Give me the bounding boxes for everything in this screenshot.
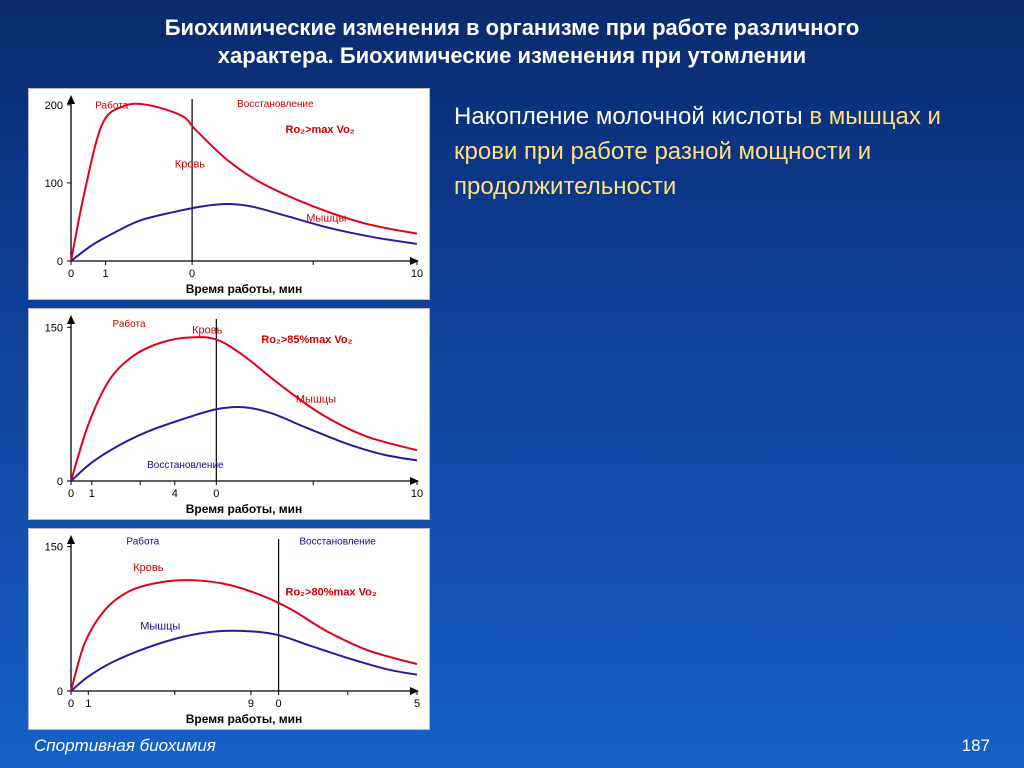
text-column: Накопление молочной кислоты в мышцах и к… <box>428 88 1024 728</box>
svg-text:200: 200 <box>45 100 63 112</box>
body-text-first: Накопление молочной кислоты <box>454 103 803 130</box>
svg-text:0: 0 <box>57 256 63 268</box>
svg-text:Ro₂>85%max Vo₂: Ro₂>85%max Vo₂ <box>261 334 352 346</box>
footer: Спортивная биохимия 187 <box>34 736 990 756</box>
chart-2: 0 150 0 1 4 0 10 Время работы, мин Работа Кровь Ro… <box>28 308 430 520</box>
charts-column: 010020001010Время работы, минРаботаВосст… <box>28 88 428 728</box>
slide-root: Биохимические изменения в организме при … <box>0 0 1024 768</box>
svg-text:1: 1 <box>103 268 109 280</box>
svg-text:Кровь: Кровь <box>192 324 222 336</box>
svg-text:Мышцы: Мышцы <box>296 393 336 405</box>
svg-text:0: 0 <box>68 698 74 710</box>
svg-text:0: 0 <box>276 698 282 710</box>
svg-text:Время работы, мин: Время работы, мин <box>186 502 302 516</box>
svg-text:Ro₂>max Vo₂: Ro₂>max Vo₂ <box>286 124 355 136</box>
svg-text:1: 1 <box>85 698 91 710</box>
svg-text:Работа: Работа <box>95 99 128 111</box>
svg-text:0: 0 <box>213 488 219 500</box>
svg-text:Кровь: Кровь <box>133 562 163 574</box>
chart-svg-1: 010020001010Время работы, минРаботаВосст… <box>29 89 429 299</box>
svg-text:150: 150 <box>45 542 63 554</box>
svg-text:9: 9 <box>248 698 254 710</box>
chart-3: 015001905Время работы, минРаботаВосстано… <box>28 528 430 730</box>
svg-text:Восстановление: Восстановление <box>237 99 314 110</box>
footer-left: Спортивная биохимия <box>34 736 216 756</box>
svg-text:0: 0 <box>189 268 195 280</box>
svg-text:0: 0 <box>57 686 63 698</box>
chart-svg-3: 015001905Время работы, минРаботаВосстано… <box>29 529 429 729</box>
slide-body: 010020001010Время работы, минРаботаВосст… <box>0 88 1024 728</box>
svg-text:Работа: Работа <box>113 318 146 330</box>
svg-text:5: 5 <box>414 698 420 710</box>
svg-text:4: 4 <box>172 488 178 500</box>
svg-text:Ro₂>80%max Vo₂: Ro₂>80%max Vo₂ <box>286 587 377 599</box>
svg-text:Время работы, мин: Время работы, мин <box>186 282 302 296</box>
svg-text:150: 150 <box>45 322 63 334</box>
svg-text:Восстановление: Восстановление <box>299 537 376 548</box>
svg-text:10: 10 <box>411 268 423 280</box>
title-line1: Биохимические изменения в организме при … <box>165 15 860 40</box>
svg-text:Мышцы: Мышцы <box>140 620 180 632</box>
chart-1: 010020001010Время работы, минРаботаВосст… <box>28 88 430 300</box>
page-number: 187 <box>962 736 990 756</box>
svg-text:10: 10 <box>411 488 423 500</box>
svg-text:1: 1 <box>89 488 95 500</box>
svg-text:Восстановление: Восстановление <box>147 460 224 471</box>
slide-title: Биохимические изменения в организме при … <box>0 0 1024 75</box>
svg-text:0: 0 <box>68 488 74 500</box>
svg-text:Кровь: Кровь <box>175 159 205 171</box>
svg-text:100: 100 <box>45 178 63 190</box>
body-text: Накопление молочной кислоты в мышцах и к… <box>454 100 988 204</box>
svg-text:Работа: Работа <box>126 536 159 548</box>
svg-text:Время работы, мин: Время работы, мин <box>186 712 302 726</box>
title-line2: характера. Биохимические изменения при у… <box>218 43 806 68</box>
svg-text:Мышцы: Мышцы <box>306 213 346 225</box>
svg-text:0: 0 <box>68 268 74 280</box>
svg-text:0: 0 <box>57 476 63 488</box>
chart-svg-2: 0 150 0 1 4 0 10 Время работы, мин Работа Кровь Ro… <box>29 309 429 519</box>
